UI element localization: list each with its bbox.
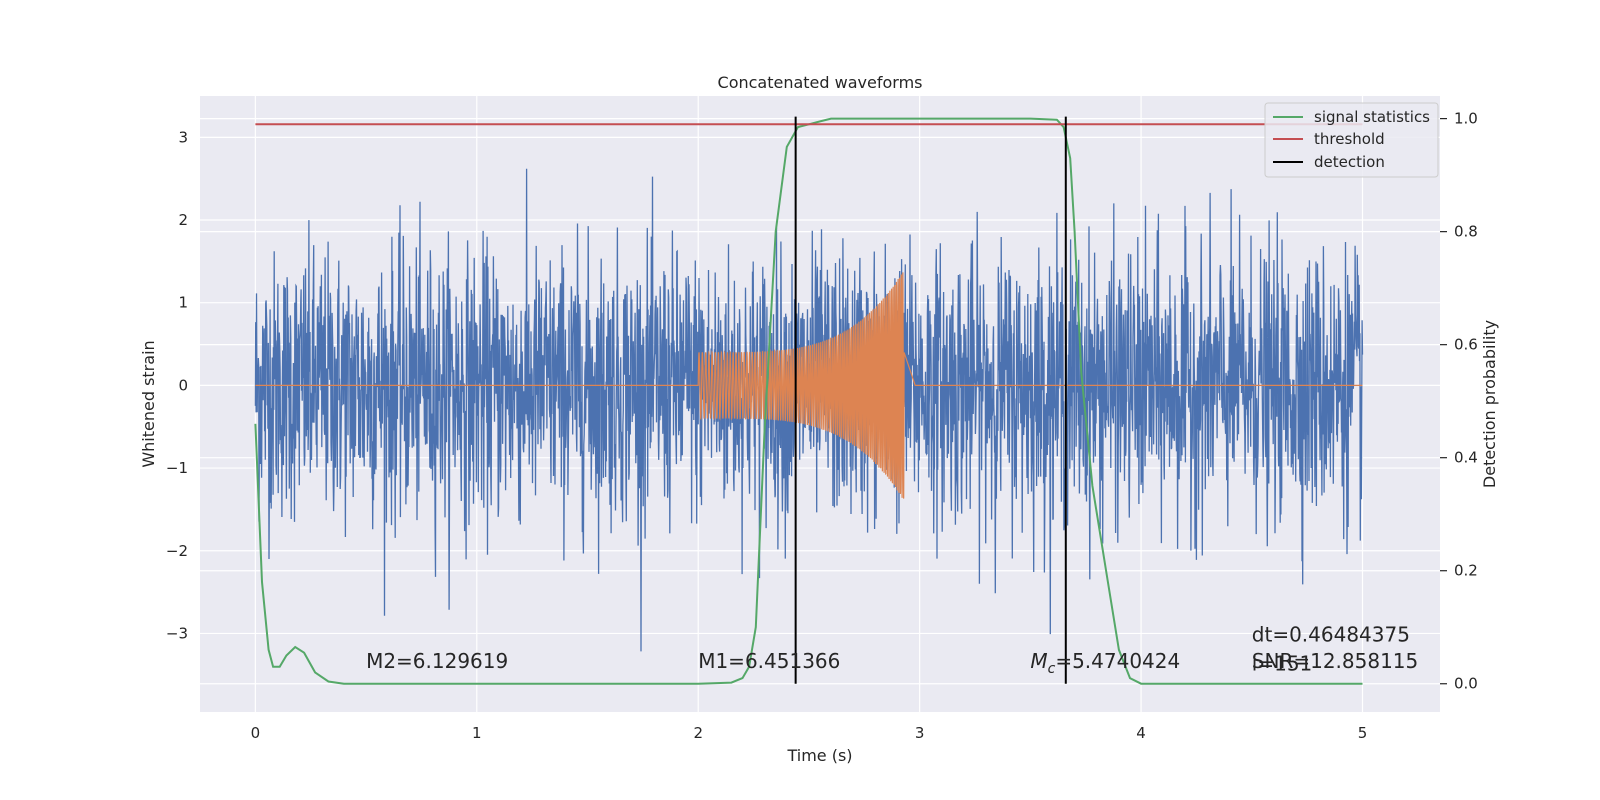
y-tick-label: −1 — [166, 459, 188, 477]
legend: signal statistics threshold detection — [1264, 102, 1439, 178]
annotation-4: i=151 — [1252, 652, 1313, 676]
legend-label-threshold: threshold — [1314, 130, 1385, 148]
annotation-2: Mc=5.4740424 — [1030, 649, 1180, 677]
y2-tick-label: 0.4 — [1454, 449, 1478, 467]
signal-statistics-line — [254, 117, 1363, 685]
legend-label-detection: detection — [1314, 153, 1385, 171]
overlay-series — [254, 116, 1363, 685]
template-line — [255, 272, 1363, 499]
annotation-3: dt=0.46484375 — [1252, 623, 1410, 647]
template-series — [255, 272, 1363, 499]
y2-tick-label: 0.6 — [1454, 336, 1478, 354]
x-tick-label: 2 — [693, 724, 703, 742]
x-tick-label: 4 — [1136, 724, 1146, 742]
y-tick-label: 0 — [178, 376, 188, 394]
annotations: M2=6.129619 M1=6.451366 Mc=5.4740424 dt=0.4… — [366, 623, 1418, 677]
annotation-1: M1=6.451366 — [698, 649, 840, 673]
y2-tick-label: 0.2 — [1454, 562, 1478, 580]
x-axis-label: Time (s) — [786, 746, 852, 765]
y-tick-label: 3 — [178, 128, 188, 146]
x-tick-label: 1 — [472, 724, 482, 742]
x-tick-label: 3 — [915, 724, 925, 742]
y2-tick-label: 1.0 — [1454, 110, 1478, 128]
annotation-5: SNR=12.858115 — [1252, 649, 1418, 673]
y2-tick-label: 0.0 — [1454, 675, 1478, 693]
y-tick-label: 1 — [178, 294, 188, 312]
y-tick-label: −3 — [166, 624, 188, 642]
y-tick-label: 2 — [178, 211, 188, 229]
chart-title: Concatenated waveforms — [718, 73, 923, 92]
annotation-0: M2=6.129619 — [366, 649, 508, 673]
axis-ticks: 0 1 2 3 4 5 −3 −2 −1 0 1 2 3 0.0 0.2 0.4 0.6 0.8 1.0 — [166, 110, 1478, 742]
y-axis-label: Whitened strain — [139, 340, 158, 467]
x-tick-label: 5 — [1358, 724, 1368, 742]
legend-box — [1264, 102, 1439, 178]
y2-axis-label: Detection probability — [1480, 320, 1499, 488]
y2-tick-label: 0.8 — [1454, 223, 1478, 241]
legend-label-signal-statistics: signal statistics — [1314, 108, 1430, 126]
y-tick-label: −2 — [166, 542, 188, 560]
x-tick-label: 0 — [251, 724, 261, 742]
